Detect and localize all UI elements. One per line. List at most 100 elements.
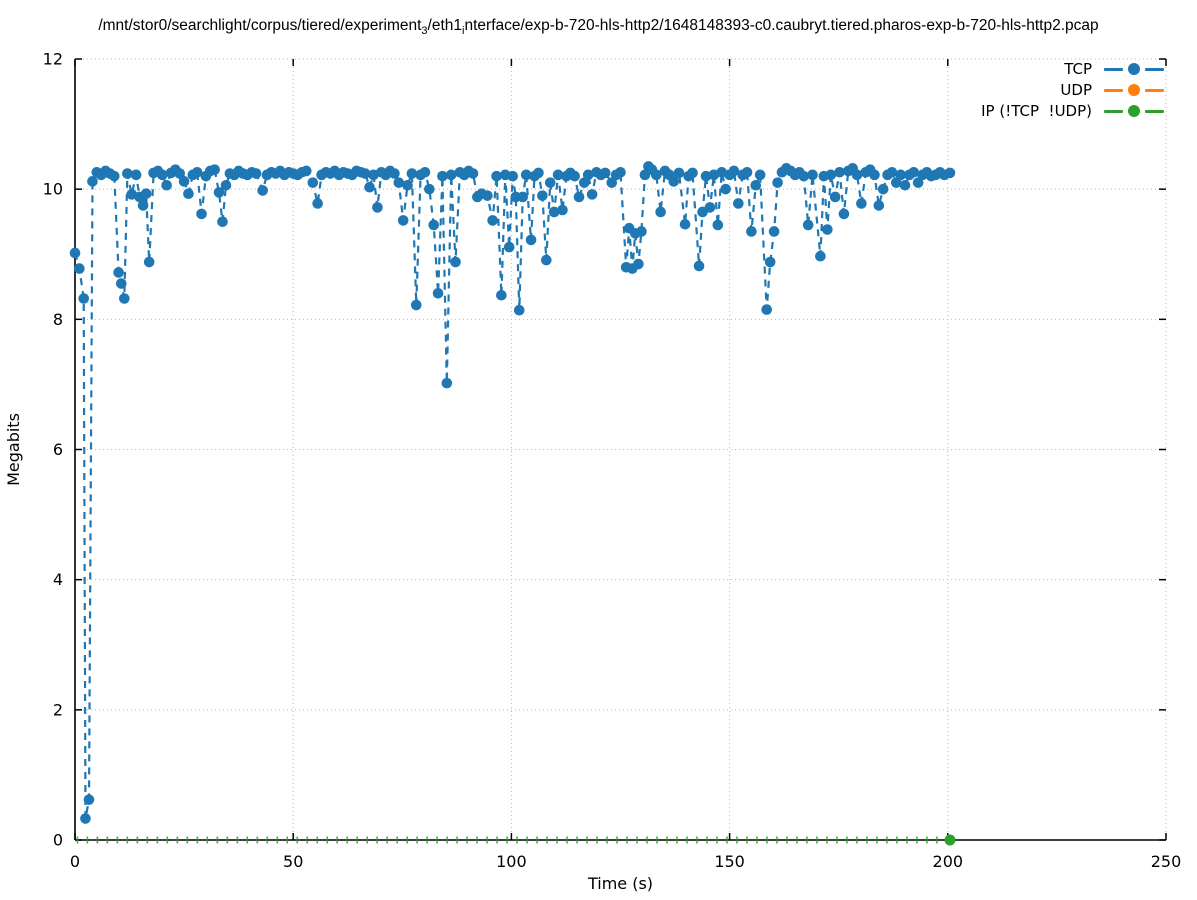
- tcp-data-point: [191, 166, 203, 178]
- tcp-data-point: [364, 181, 375, 193]
- tcp-data-point: [113, 267, 124, 278]
- tcp-data-point: [482, 190, 493, 201]
- tcp-data-point: [115, 278, 127, 289]
- tcp-data-point: [217, 216, 228, 228]
- tcp-data-point: [606, 177, 618, 188]
- tcp-data-point: [372, 202, 383, 213]
- tcp-data-point: [393, 177, 405, 188]
- tcp-data-point: [161, 179, 172, 191]
- tcp-data-point: [137, 200, 149, 211]
- tcp-data-point: [312, 198, 323, 209]
- y-tick-label: 10: [43, 180, 63, 199]
- tcp-data-point: [520, 169, 532, 181]
- tcp-data-point: [437, 170, 448, 182]
- ip-series: [76, 834, 956, 846]
- tcp-data-point: [130, 169, 142, 181]
- tcp-data-point: [569, 170, 580, 182]
- tcp-data-point: [78, 293, 90, 304]
- tcp-data-point: [700, 170, 712, 182]
- tcp-data-point: [869, 169, 880, 181]
- legend-label-tcp: TCP: [1064, 60, 1092, 78]
- tcp-data-point: [178, 176, 190, 187]
- tcp-data-point: [754, 169, 766, 181]
- tcp-data-point: [557, 204, 568, 216]
- tcp-data-point: [450, 256, 461, 268]
- tcp-data-point: [750, 179, 762, 191]
- x-tick-label: 50: [283, 852, 303, 871]
- tcp-data-point: [507, 170, 519, 182]
- tcp-data-point: [491, 170, 502, 182]
- tcp-data-point: [851, 169, 863, 181]
- x-tick-label: 100: [496, 852, 527, 871]
- tcp-data-point: [746, 226, 757, 237]
- tcp-data-point: [257, 185, 268, 196]
- tcp-data-point: [544, 177, 556, 188]
- tcp-data-point: [772, 177, 783, 188]
- tcp-data-point: [80, 813, 91, 824]
- tcp-data-point: [517, 191, 529, 203]
- legend-line-dot-icon: [1104, 63, 1164, 75]
- tcp-data-point: [552, 169, 564, 181]
- chart-title-text: nterface/exp-b-720-hls-http2/1648148393-…: [464, 17, 1099, 34]
- tcp-data-point: [432, 288, 444, 299]
- legend-line-dot-icon: [1104, 105, 1164, 117]
- tcp-data-point: [829, 191, 841, 203]
- tcp-data-point: [908, 166, 920, 178]
- tcp-data-point: [428, 219, 440, 231]
- tcp-data-point: [873, 200, 885, 211]
- tcp-data-point: [741, 166, 753, 178]
- tcp-data-point: [503, 241, 515, 253]
- tcp-data-point: [220, 179, 232, 191]
- tcp-data-point: [250, 168, 262, 179]
- tcp-data-point: [944, 167, 956, 179]
- tcp-data-point: [712, 219, 724, 231]
- tcp-data-point: [573, 191, 585, 203]
- tcp-data-point: [877, 183, 889, 195]
- tcp-data-point: [693, 260, 705, 272]
- tcp-data-point: [496, 289, 507, 301]
- tcp-data-point: [764, 256, 776, 268]
- x-tick-label: 200: [933, 852, 964, 871]
- tcp-data-point: [537, 190, 548, 201]
- tcp-data-point: [69, 247, 81, 259]
- tcp-data-point: [728, 165, 740, 177]
- tcp-data-point: [87, 176, 98, 187]
- tcp-data-point: [525, 234, 537, 246]
- x-axis-title: Time (s): [587, 874, 653, 893]
- tcp-data-point: [402, 179, 413, 191]
- tcp-data-point: [389, 168, 400, 179]
- tcp-data-point: [419, 166, 431, 178]
- tcp-data-point: [895, 169, 906, 181]
- chart-title-subscript: 3: [421, 25, 428, 38]
- tcp-data-point: [406, 168, 418, 179]
- legend: TCP UDP IP (!TCP !UDP): [981, 60, 1164, 120]
- legend-label-udp: UDP: [1060, 81, 1092, 99]
- tcp-data-point: [533, 167, 544, 179]
- y-tick-label: 6: [53, 440, 63, 459]
- tcp-data-point: [83, 794, 95, 805]
- tcp-data-point: [825, 169, 837, 181]
- tcp-data-point: [183, 188, 194, 200]
- tcp-data-point: [633, 258, 644, 270]
- tcp-data-point: [397, 215, 409, 226]
- y-tick-label: 12: [43, 50, 63, 69]
- axis-labels: 0 50 100 150 200 250 0 2 4 6 8 10 12 Time (s) Megabits: [4, 50, 1181, 894]
- tcp-data-point: [307, 177, 319, 188]
- tcp-data-point: [650, 169, 662, 181]
- tcp-data-point: [119, 293, 130, 304]
- tcp-data-point: [578, 177, 590, 188]
- legend-item-ip: IP (!TCP !UDP): [981, 102, 1164, 120]
- tcp-data-point: [174, 168, 186, 179]
- tcp-data-point: [582, 169, 594, 181]
- tcp-data-point: [807, 169, 818, 181]
- x-tick-label: 250: [1151, 852, 1182, 871]
- tcp-data-point: [108, 170, 120, 182]
- tcp-data-point: [733, 198, 744, 209]
- tcp-data-point: [912, 177, 924, 188]
- tcp-data-point: [467, 168, 479, 179]
- tcp-data-point: [359, 168, 371, 179]
- tcp-data-point: [655, 206, 666, 218]
- tcp-data-point: [487, 215, 498, 226]
